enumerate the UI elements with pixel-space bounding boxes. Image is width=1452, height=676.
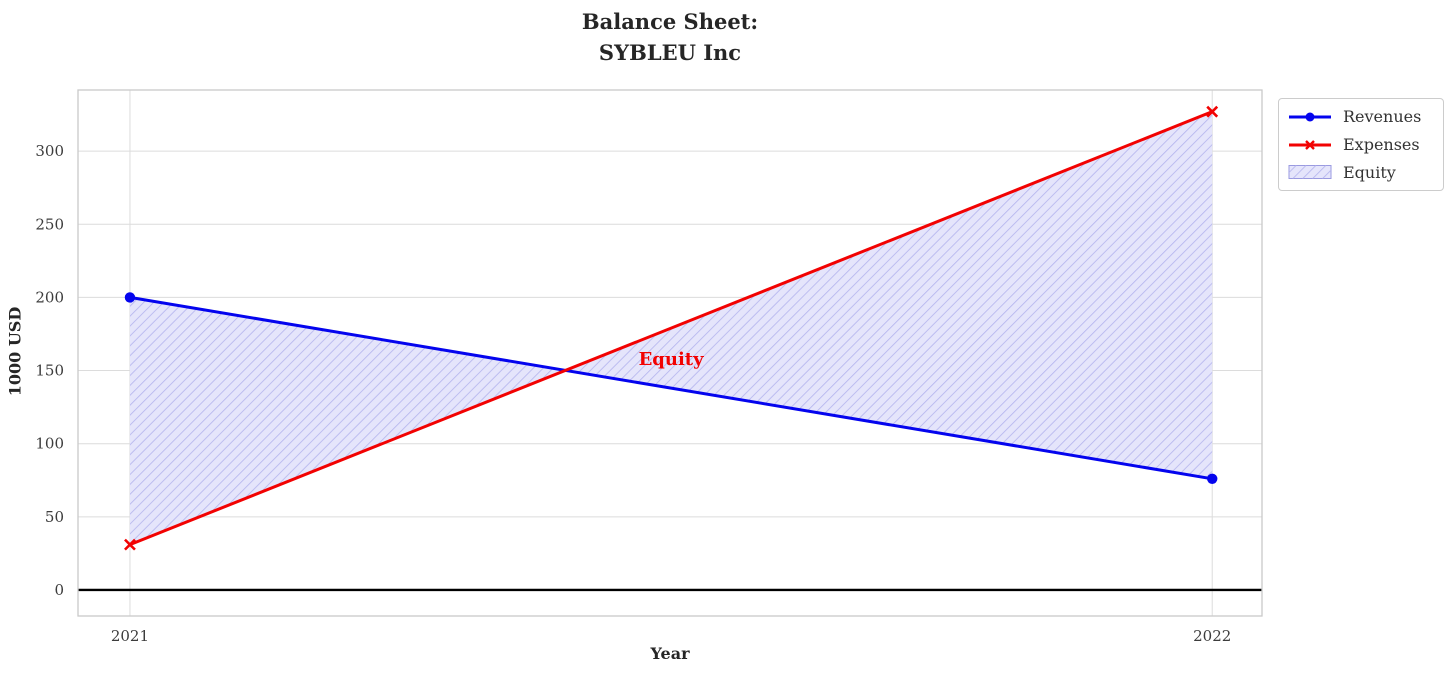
y-tick-label: 200: [35, 288, 64, 306]
plot-border: [77, 89, 1263, 617]
x-tick-label: 2021: [111, 627, 149, 645]
y-tick-label: 150: [35, 362, 64, 380]
legend: Revenues Expenses Equity: [1278, 98, 1444, 191]
marker-revenues: [1207, 473, 1218, 484]
marker-expenses: [1206, 105, 1219, 118]
chart-title-line1: Balance Sheet:: [581, 9, 759, 34]
legend-label-equity: Equity: [1343, 162, 1396, 182]
marker-revenues: [124, 292, 136, 303]
equity-annotation: Equity: [639, 349, 705, 370]
y-tick-label: 300: [35, 142, 64, 160]
chart-title: Balance Sheet: SYBLEU Inc: [78, 6, 1262, 68]
series-line-revenues: [128, 295, 1214, 481]
legend-label-expenses: Expenses: [1343, 135, 1420, 154]
equity-patch-sample-icon: [1288, 165, 1332, 180]
y-tick-label: 50: [45, 508, 64, 526]
legend-item-expenses: Expenses: [1287, 133, 1435, 157]
expenses-line-sample-icon: [1289, 139, 1331, 150]
legend-item-equity: Equity: [1287, 160, 1435, 184]
y-tick-label: 0: [54, 581, 64, 599]
revenues-line-sample-icon: [1289, 112, 1331, 122]
marker-expenses: [124, 538, 136, 551]
legend-item-revenues: Revenues: [1287, 105, 1435, 129]
series-line-expenses: [128, 110, 1214, 547]
x-axis-label: Year: [650, 644, 690, 663]
chart-title-line2: SYBLEU Inc: [598, 40, 742, 65]
legend-label-revenues: Revenues: [1343, 107, 1422, 127]
x-tick-label: 2022: [1193, 627, 1231, 645]
y-tick-label: 250: [35, 215, 64, 233]
y-tick-label: 100: [35, 435, 64, 453]
